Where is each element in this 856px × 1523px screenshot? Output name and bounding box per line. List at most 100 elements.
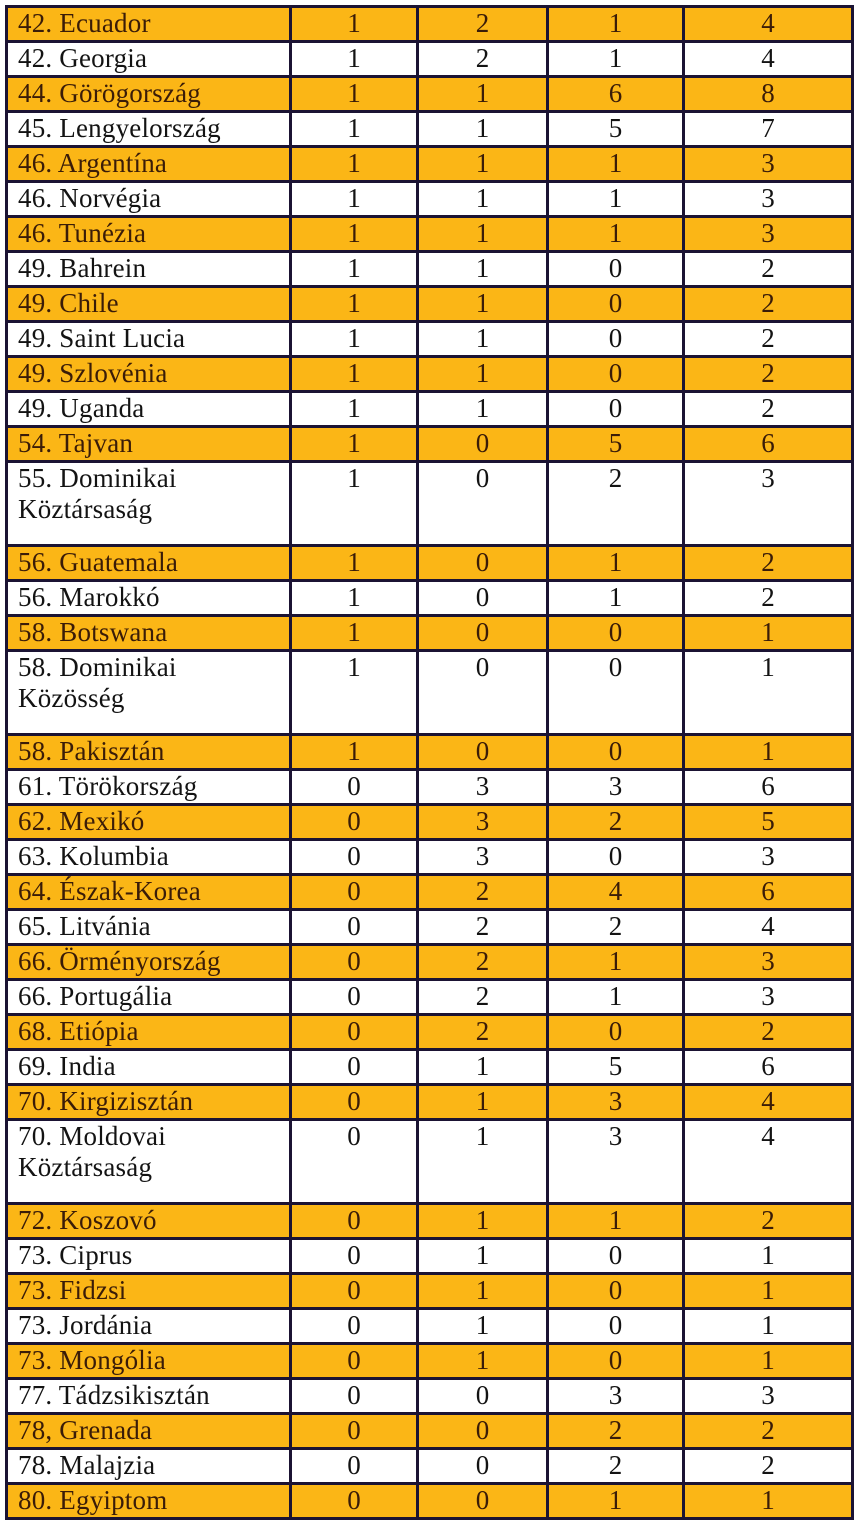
table-row: 77. Tádzsikisztán 0 0 3 3: [5, 1377, 854, 1415]
value-cell: 1: [546, 1482, 685, 1520]
country-cell: 45. Lengyelország: [5, 110, 292, 148]
value-cell: 6: [682, 425, 854, 463]
value-cell: 3: [682, 145, 854, 183]
value-cell: 2: [546, 1412, 685, 1450]
value-cell: 0: [289, 1237, 419, 1275]
value-cell: 0: [416, 460, 549, 547]
value-cell: 0: [289, 1272, 419, 1310]
table-row: 58. Pakisztán 1 0 0 1: [5, 733, 854, 771]
value-cell: 1: [416, 110, 549, 148]
value-cell: 3: [416, 803, 549, 841]
value-cell: 1: [289, 390, 419, 428]
country-cell: 56. Guatemala: [5, 544, 292, 582]
country-cell: 72. Koszovó: [5, 1202, 292, 1240]
value-cell: 1: [416, 1118, 549, 1205]
value-cell: 3: [416, 838, 549, 876]
country-cell: 73. Mongólia: [5, 1342, 292, 1380]
value-cell: 1: [416, 215, 549, 253]
value-cell: 0: [416, 1377, 549, 1415]
value-cell: 1: [289, 215, 419, 253]
value-cell: 0: [289, 1447, 419, 1485]
table-row: 42. Ecuador 1 2 1 4: [5, 5, 854, 43]
value-cell: 2: [682, 579, 854, 617]
value-cell: 2: [416, 908, 549, 946]
value-cell: 4: [682, 1118, 854, 1205]
value-cell: 2: [682, 355, 854, 393]
medal-ranking-table: 42. Ecuador 1 2 1 4 42. Georgia 1 2 1 4 44. Görögo…: [5, 5, 854, 1520]
value-cell: 0: [546, 1013, 685, 1051]
country-cell: 58. Pakisztán: [5, 733, 292, 771]
value-cell: 2: [416, 5, 549, 43]
table-row: 46. Norvégia 1 1 1 3: [5, 180, 854, 218]
value-cell: 1: [682, 649, 854, 736]
value-cell: 1: [416, 1272, 549, 1310]
value-cell: 4: [682, 5, 854, 43]
country-cell: 66. Örményország: [5, 943, 292, 981]
value-cell: 1: [546, 180, 685, 218]
value-cell: 0: [546, 614, 685, 652]
value-cell: 2: [546, 1447, 685, 1485]
value-cell: 1: [682, 1482, 854, 1520]
value-cell: 1: [289, 544, 419, 582]
value-cell: 3: [546, 1377, 685, 1415]
value-cell: 7: [682, 110, 854, 148]
value-cell: 6: [682, 768, 854, 806]
value-cell: 0: [289, 1412, 419, 1450]
value-cell: 1: [546, 544, 685, 582]
value-cell: 1: [416, 1048, 549, 1086]
value-cell: 0: [546, 390, 685, 428]
value-cell: 0: [546, 838, 685, 876]
value-cell: 6: [682, 873, 854, 911]
value-cell: 0: [289, 943, 419, 981]
country-cell: 44. Görögország: [5, 75, 292, 113]
country-cell: 55. Dominikai Köztársaság: [5, 460, 292, 547]
table-row: 56. Guatemala 1 0 1 2: [5, 544, 854, 582]
country-cell: 49. Uganda: [5, 390, 292, 428]
value-cell: 1: [289, 110, 419, 148]
table-row: 69. India 0 1 5 6: [5, 1048, 854, 1086]
value-cell: 2: [682, 544, 854, 582]
value-cell: 0: [416, 579, 549, 617]
table-row: 58. Botswana 1 0 0 1: [5, 614, 854, 652]
table-row: 46. Tunézia 1 1 1 3: [5, 215, 854, 253]
value-cell: 2: [416, 873, 549, 911]
country-cell: 58. Botswana: [5, 614, 292, 652]
value-cell: 2: [546, 908, 685, 946]
value-cell: 0: [416, 425, 549, 463]
table-row: 56. Marokkó 1 0 1 2: [5, 579, 854, 617]
value-cell: 3: [682, 215, 854, 253]
value-cell: 3: [416, 768, 549, 806]
value-cell: 4: [682, 908, 854, 946]
value-cell: 4: [546, 873, 685, 911]
value-cell: 6: [682, 1048, 854, 1086]
value-cell: 1: [416, 1237, 549, 1275]
country-cell: 77. Tádzsikisztán: [5, 1377, 292, 1415]
value-cell: 3: [682, 460, 854, 547]
value-cell: 3: [682, 838, 854, 876]
value-cell: 1: [546, 943, 685, 981]
value-cell: 5: [546, 110, 685, 148]
country-cell: 65. Litvánia: [5, 908, 292, 946]
value-cell: 1: [289, 460, 419, 547]
country-cell: 56. Marokkó: [5, 579, 292, 617]
value-cell: 2: [682, 285, 854, 323]
country-cell: 49. Chile: [5, 285, 292, 323]
country-cell: 61. Törökország: [5, 768, 292, 806]
value-cell: 1: [416, 285, 549, 323]
table-row: 68. Etiópia 0 2 0 2: [5, 1013, 854, 1051]
value-cell: 3: [682, 180, 854, 218]
value-cell: 0: [546, 649, 685, 736]
country-cell: 58. Dominikai Közösség: [5, 649, 292, 736]
value-cell: 1: [289, 320, 419, 358]
value-cell: 0: [289, 1307, 419, 1345]
table-row: 58. Dominikai Közösség 1 0 0 1: [5, 649, 854, 736]
value-cell: 0: [289, 978, 419, 1016]
value-cell: 3: [682, 943, 854, 981]
country-cell: 46. Tunézia: [5, 215, 292, 253]
country-cell: 73. Fidzsi: [5, 1272, 292, 1310]
value-cell: 0: [416, 1482, 549, 1520]
value-cell: 1: [682, 1342, 854, 1380]
value-cell: 0: [289, 1377, 419, 1415]
value-cell: 2: [416, 40, 549, 78]
